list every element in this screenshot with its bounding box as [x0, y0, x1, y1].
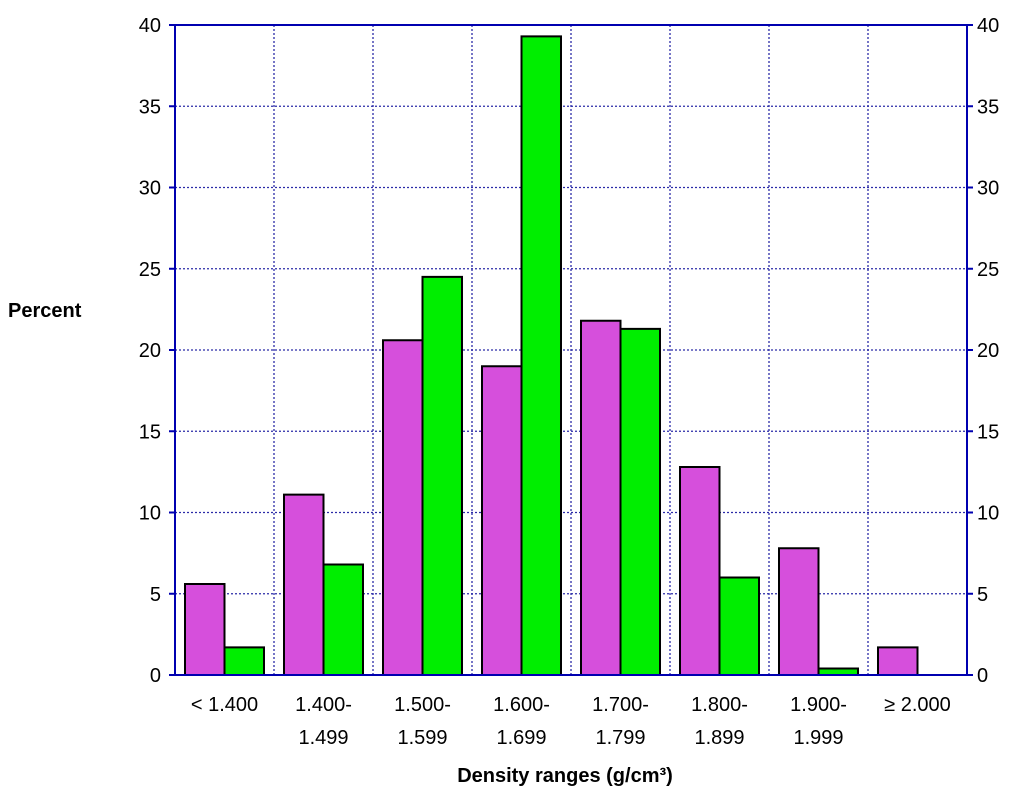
x-tick-label: 1.900-	[790, 694, 847, 716]
bar	[421, 275, 463, 676]
x-tick-label: 1.699	[496, 727, 546, 749]
y-tick-label-right: 25	[977, 259, 999, 281]
y-tick-label: 35	[139, 96, 161, 118]
bar	[718, 576, 760, 676]
x-tick-label: 1.999	[793, 727, 843, 749]
x-tick-label: 1.599	[397, 727, 447, 749]
x-tick-label: 1.600-	[493, 694, 550, 716]
bar	[184, 583, 226, 676]
x-tick-label: 1.400-	[295, 694, 352, 716]
bar	[778, 547, 820, 676]
x-tick-label: < 1.400	[191, 694, 258, 716]
y-tick-label: 10	[139, 503, 161, 525]
y-tick-label: 20	[139, 340, 161, 362]
bar	[619, 327, 661, 676]
x-tick-label: 1.799	[595, 727, 645, 749]
y-tick-label: 40	[139, 15, 161, 37]
bar	[322, 563, 364, 676]
y-tick-label-right: 5	[977, 584, 988, 606]
y-tick-label-right: 35	[977, 96, 999, 118]
bar	[223, 646, 265, 676]
y-tick-label-right: 20	[977, 340, 999, 362]
x-tick-label: 1.700-	[592, 694, 649, 716]
y-tick-label: 25	[139, 259, 161, 281]
y-tick-label: 0	[150, 665, 161, 687]
y-tick-label-right: 0	[977, 665, 988, 687]
y-tick-label: 5	[150, 584, 161, 606]
y-tick-label: 30	[139, 178, 161, 200]
bar	[679, 466, 721, 676]
tick-labels: 0 0 5 5 10 10 15 15 20 20 25 25 30 30 35 35 40 40 < 1.400 1…	[139, 15, 1000, 749]
y-tick-label: 15	[139, 421, 161, 443]
x-tick-label: 1.899	[694, 727, 744, 749]
y-tick-label-right: 30	[977, 178, 999, 200]
bar	[580, 319, 622, 676]
x-tick-label: ≥ 2.000	[884, 694, 951, 716]
y-tick-label-right: 40	[977, 15, 999, 37]
bar	[283, 493, 325, 676]
bars	[184, 35, 919, 676]
bar	[382, 339, 424, 676]
grid-lines	[175, 25, 967, 675]
bar	[520, 35, 562, 676]
bar	[481, 365, 523, 676]
x-tick-label: 1.499	[298, 727, 348, 749]
axes	[169, 24, 973, 676]
bar	[877, 646, 919, 676]
y-tick-label-right: 10	[977, 503, 999, 525]
y-tick-label-right: 15	[977, 421, 999, 443]
x-tick-label: 1.500-	[394, 694, 451, 716]
y-axis-title: Percent	[8, 300, 82, 322]
x-tick-label: 1.800-	[691, 694, 748, 716]
x-axis-title: Density ranges (g/cm³)	[457, 765, 673, 787]
